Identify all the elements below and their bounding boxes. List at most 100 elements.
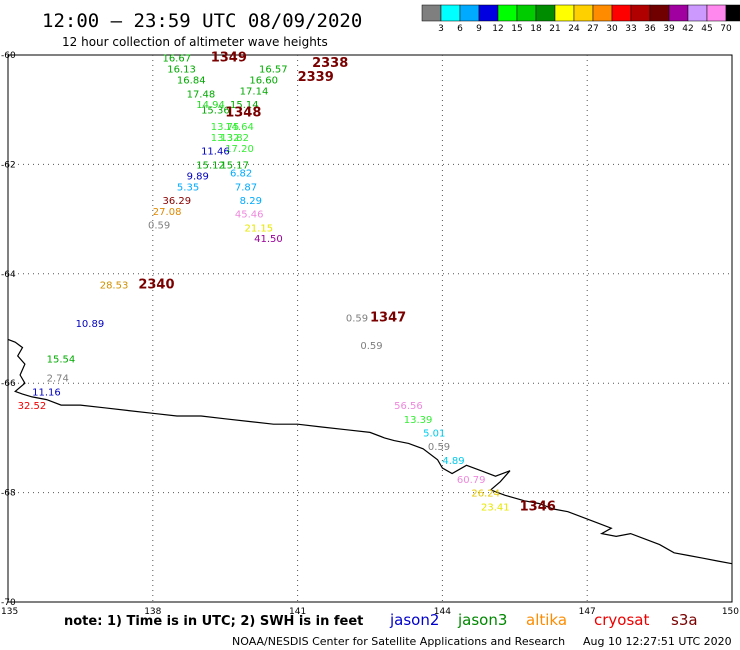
wave-height-label: 16.67 — [162, 54, 191, 65]
wave-height-label: 0.59 — [360, 341, 382, 352]
wave-height-label: 0.59 — [428, 442, 450, 453]
legend-swatch — [459, 4, 480, 22]
wave-height-label: 0.59 — [148, 221, 170, 232]
wave-height-label: 2.74 — [47, 374, 69, 385]
wave-height-label: 15.12 — [196, 160, 225, 171]
wave-height-label: 21.15 — [245, 223, 274, 234]
map-frame — [7, 54, 733, 603]
legend-swatch — [554, 4, 575, 22]
wave-height-label: 8.29 — [240, 196, 262, 207]
latitude-tick-label: -68 — [1, 489, 16, 499]
legend-label: 39 — [663, 24, 675, 34]
legend-label: 18 — [530, 24, 542, 34]
legend-swatch — [592, 4, 613, 22]
legend-label: 30 — [606, 24, 618, 34]
longitude-tick-label: 135 — [1, 607, 18, 617]
wave-height-label: 10.89 — [76, 319, 105, 330]
legend-label: 21 — [549, 24, 560, 34]
legend-swatch — [706, 4, 727, 22]
longitude-tick-label: 150 — [722, 607, 739, 617]
wave-height-label: 26.24 — [471, 489, 500, 500]
wave-height-label: 15.14 — [230, 100, 259, 111]
pass-time-label: 1347 — [370, 311, 406, 326]
legend-swatch — [573, 4, 594, 22]
wave-height-label: 16.13 — [167, 65, 196, 76]
map-subtitle: 12 hour collection of altimeter wave hei… — [62, 35, 328, 49]
legend-label: 45 — [701, 24, 712, 34]
pass-time-label: 1349 — [211, 51, 247, 66]
legend-swatch — [687, 4, 708, 22]
legend-label: 33 — [625, 24, 636, 34]
wave-height-label: 56.56 — [394, 401, 423, 412]
legend-swatch — [668, 4, 689, 22]
latitude-tick-label: -60 — [1, 51, 16, 61]
wave-height-label: 13.32 — [211, 133, 240, 144]
longitude-tick-label: 147 — [579, 607, 596, 617]
wave-height-label: 27.08 — [153, 207, 182, 218]
wave-height-label: 9.89 — [187, 171, 209, 182]
legend-swatch — [440, 4, 461, 22]
legend-label: 3 — [438, 24, 444, 34]
legend-swatch — [421, 4, 442, 22]
map-title: 12:00 — 23:59 UTC 08/09/2020 — [42, 10, 362, 32]
legend-label: 6 — [457, 24, 463, 34]
wave-height-label: 13.39 — [404, 415, 433, 426]
satellite-legend-item: jason2 — [389, 611, 439, 629]
legend-label: 24 — [568, 24, 580, 34]
legend-swatch — [725, 4, 740, 22]
wave-height-label: 15.17 — [220, 160, 249, 171]
pass-time-label: 2340 — [138, 278, 174, 293]
legend-label: 9 — [476, 24, 482, 34]
satellite-legend-item: altika — [526, 611, 567, 629]
legend-swatch — [649, 4, 670, 22]
footer-note: note: 1) Time is in UTC; 2) SWH is in fe… — [64, 614, 363, 629]
latitude-tick-label: -70 — [1, 598, 16, 608]
graticule-grid — [8, 55, 732, 602]
pass-time-label: 1346 — [520, 499, 556, 514]
wave-height-label: 14.64 — [225, 122, 254, 133]
longitude-tick-label: 141 — [289, 607, 306, 617]
coastline — [7, 338, 733, 565]
longitude-labels: 135 138 141 144 147 150 — [1, 607, 739, 617]
legend-swatch — [611, 4, 632, 22]
wave-height-label: 16.57 — [259, 65, 288, 76]
wave-height-label: 11.46 — [201, 147, 230, 158]
latitude-tick-label: -66 — [1, 379, 16, 389]
wave-height-label: 14.94 — [196, 100, 225, 111]
legend-swatch — [535, 4, 556, 22]
wave-height-label: 13.75 — [211, 122, 240, 133]
legend-label: 70 — [720, 24, 732, 34]
wave-height-label: 5.35 — [177, 182, 199, 193]
legend-swatch — [497, 4, 518, 22]
observation-labels: 134916.6716.1316.8417.4814.9415.3613.751… — [18, 51, 556, 515]
satellite-legend-item: jason3 — [457, 611, 507, 629]
wave-height-label: 32.52 — [18, 401, 47, 412]
pass-time-label: 1348 — [225, 105, 261, 120]
footer-credit: NOAA/NESDIS Center for Satellite Applica… — [232, 635, 565, 648]
wave-height-label: 6.82 — [230, 169, 252, 180]
wave-height-label: 13.82 — [220, 133, 249, 144]
wave-height-label: 16.60 — [249, 76, 278, 87]
wave-height-label: 41.50 — [254, 234, 283, 245]
wave-height-label: 4.89 — [442, 456, 464, 467]
legend-swatch — [516, 4, 537, 22]
latitude-tick-label: -64 — [1, 270, 16, 280]
legend-label: 36 — [644, 24, 656, 34]
wave-height-label: 45.46 — [235, 210, 264, 221]
latitude-labels: -60 -62 -64 -66 -68 -70 — [1, 51, 16, 608]
pass-time-label: 2339 — [298, 70, 334, 85]
satellite-legend-item: s3a — [671, 611, 698, 629]
wave-height-label: 17.14 — [240, 87, 269, 98]
wave-height-label: 11.16 — [32, 387, 61, 398]
wave-height-label: 17.20 — [225, 144, 254, 155]
satellite-legend: jason2 jason3 altika cryosat s3a — [389, 611, 698, 629]
wave-height-label: 0.59 — [346, 314, 368, 325]
wave-height-label: 15.36 — [201, 106, 230, 117]
longitude-tick-label: 138 — [144, 607, 161, 617]
wave-height-label: 28.53 — [100, 281, 129, 292]
wave-height-label: 17.48 — [187, 89, 216, 100]
longitude-tick-label: 144 — [434, 607, 451, 617]
wave-height-label: 7.87 — [235, 182, 257, 193]
